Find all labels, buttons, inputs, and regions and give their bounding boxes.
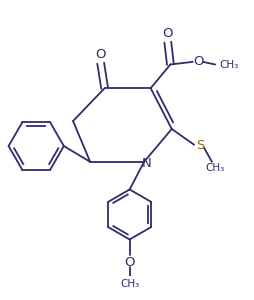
Text: N: N: [141, 158, 151, 170]
Text: O: O: [163, 27, 173, 40]
Text: CH₃: CH₃: [120, 279, 139, 289]
Text: O: O: [193, 55, 203, 68]
Text: O: O: [96, 48, 106, 61]
Text: CH₃: CH₃: [219, 60, 238, 70]
Text: O: O: [124, 256, 135, 268]
Text: CH₃: CH₃: [205, 164, 224, 173]
Text: S: S: [196, 139, 204, 152]
